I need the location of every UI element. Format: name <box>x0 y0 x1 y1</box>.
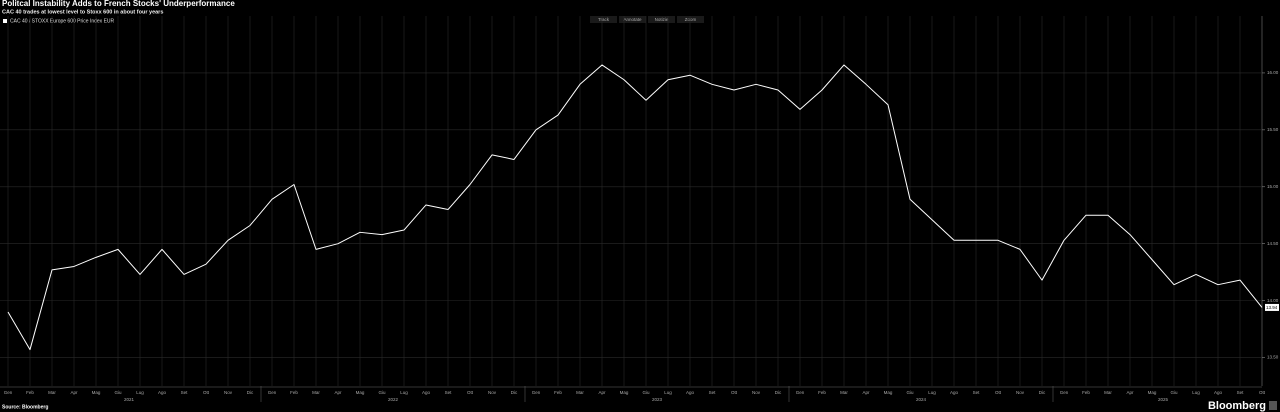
x-tick-label: Dic <box>775 390 782 395</box>
x-tick-label: Gen <box>1060 390 1069 395</box>
x-tick-label: Ott <box>1259 390 1266 395</box>
brand-icon <box>1269 401 1277 410</box>
x-tick-label: Ott <box>731 390 738 395</box>
x-tick-label: Set <box>709 390 717 395</box>
x-tick-label: Mar <box>576 390 584 395</box>
x-tick-label: Apr <box>862 390 870 395</box>
x-tick-label: Lug <box>136 390 144 395</box>
x-tick-label: Feb <box>554 390 562 395</box>
y-tick-label: 16.00 <box>1267 70 1279 75</box>
x-tick-label: Lug <box>664 390 672 395</box>
y-tick-label: 14.00 <box>1267 298 1279 303</box>
x-tick-label: Lug <box>1192 390 1200 395</box>
x-tick-label: Apr <box>1126 390 1134 395</box>
x-group-label: 2024 <box>916 397 927 402</box>
toolbar-label: Zoom <box>685 17 697 22</box>
x-tick-label: Ago <box>158 390 167 395</box>
x-tick-label: Nov <box>1016 390 1025 395</box>
x-tick-label: Set <box>181 390 189 395</box>
x-tick-label: Ago <box>1214 390 1223 395</box>
x-tick-label: Apr <box>598 390 606 395</box>
x-tick-label: Feb <box>1082 390 1090 395</box>
y-tick-label: 15.50 <box>1267 127 1279 132</box>
x-tick-label: Mar <box>312 390 320 395</box>
x-tick-label: Lug <box>928 390 936 395</box>
x-group-label: 2023 <box>652 397 663 402</box>
x-tick-label: Feb <box>818 390 826 395</box>
x-tick-label: Set <box>973 390 981 395</box>
x-tick-label: Gen <box>268 390 277 395</box>
x-tick-label: Gen <box>532 390 541 395</box>
x-tick-label: Ago <box>686 390 695 395</box>
x-tick-label: Mag <box>92 390 101 395</box>
x-tick-label: Mar <box>1104 390 1112 395</box>
x-tick-label: Gen <box>4 390 13 395</box>
source: Source: Bloomberg <box>2 404 48 410</box>
y-tick-label: 13.50 <box>1267 355 1279 360</box>
x-tick-label: Giu <box>906 390 914 395</box>
chart-title: Politcal Instability Adds to French Stoc… <box>2 0 235 8</box>
x-tick-label: Dic <box>247 390 254 395</box>
last-value-label: 13.94 <box>1266 305 1278 310</box>
x-tick-label: Ott <box>203 390 210 395</box>
x-tick-label: Feb <box>26 390 34 395</box>
x-tick-label: Dic <box>1039 390 1046 395</box>
x-group-label: 2021 <box>124 397 135 402</box>
toolbar-label: Annotate <box>623 17 642 22</box>
x-tick-label: Ott <box>467 390 474 395</box>
legend-label: CAC 40 / STOXX Europe 600 Price Index EU… <box>10 18 115 24</box>
x-tick-label: Feb <box>290 390 298 395</box>
x-tick-label: Ago <box>950 390 959 395</box>
x-tick-label: Lug <box>400 390 408 395</box>
toolbar-label: Notizie <box>655 17 669 22</box>
x-tick-label: Nov <box>488 390 497 395</box>
x-tick-label: Giu <box>1170 390 1178 395</box>
x-tick-label: Nov <box>752 390 761 395</box>
x-tick-label: Mag <box>356 390 365 395</box>
x-tick-label: Giu <box>378 390 386 395</box>
x-tick-label: Mar <box>48 390 56 395</box>
toolbar-button[interactable] <box>648 16 675 23</box>
y-tick-label: 14.50 <box>1267 241 1279 246</box>
x-tick-label: Apr <box>70 390 78 395</box>
data-line <box>7 64 1263 351</box>
y-tick-label: 15.00 <box>1267 184 1279 189</box>
x-tick-label: Mag <box>620 390 629 395</box>
x-tick-label: Mag <box>1148 390 1157 395</box>
x-tick-label: Dic <box>511 390 518 395</box>
x-tick-label: Set <box>445 390 453 395</box>
x-tick-label: Mar <box>840 390 848 395</box>
toolbar-button[interactable] <box>590 16 617 23</box>
x-group-label: 2022 <box>388 397 399 402</box>
toolbar-button[interactable] <box>619 16 646 23</box>
x-tick-label: Mag <box>884 390 893 395</box>
legend-swatch <box>3 19 7 23</box>
x-tick-label: Giu <box>642 390 650 395</box>
last-value-box <box>1265 303 1279 311</box>
toolbar-label: Track <box>598 17 610 22</box>
brand: Bloomberg <box>1208 400 1266 412</box>
x-tick-label: Ott <box>995 390 1002 395</box>
x-tick-label: Giu <box>114 390 122 395</box>
x-tick-label: Gen <box>796 390 805 395</box>
chart-subtitle: CAC 40 trades at lowest level to Stoxx 6… <box>2 9 163 15</box>
x-group-label: 2025 <box>1158 397 1169 402</box>
x-tick-label: Nov <box>224 390 233 395</box>
toolbar-button[interactable] <box>677 16 704 23</box>
x-tick-label: Apr <box>334 390 342 395</box>
x-tick-label: Ago <box>422 390 431 395</box>
x-tick-label: Set <box>1237 390 1245 395</box>
